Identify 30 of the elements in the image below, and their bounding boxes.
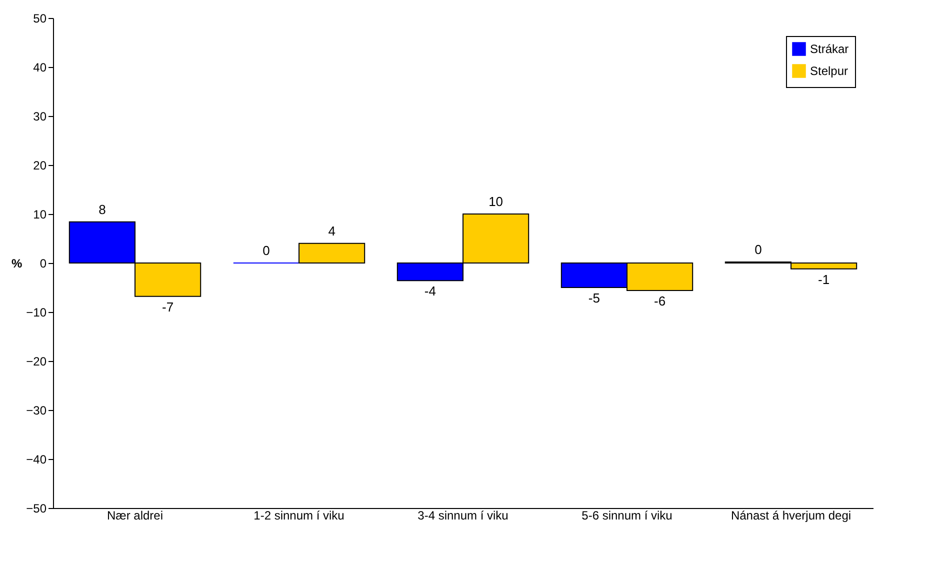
y-tick-label: 20 xyxy=(33,158,47,172)
y-tick-label: −20 xyxy=(26,354,47,368)
data-label: -6 xyxy=(654,293,666,308)
y-tick-label: 0 xyxy=(40,256,47,270)
legend-label: Stelpur xyxy=(810,64,848,78)
data-label: -7 xyxy=(162,299,174,314)
x-tick-label: 3-4 sinnum í viku xyxy=(418,508,508,522)
x-tick-label: Nánast á hverjum degi xyxy=(730,508,852,522)
y-tick-label: −40 xyxy=(26,452,47,466)
data-label: 10 xyxy=(488,194,504,209)
data-label: 0 xyxy=(754,242,762,258)
x-tick-label: 5-6 sinnum í viku xyxy=(582,508,672,522)
y-tick-label: 30 xyxy=(33,110,47,124)
legend-label: Strákar xyxy=(810,42,849,56)
data-label: -5 xyxy=(588,290,600,306)
x-tick-label: 1-2 sinnum í viku xyxy=(254,508,344,522)
data-label: -1 xyxy=(818,272,830,287)
data-label: 0 xyxy=(262,243,270,258)
y-tick-label: 10 xyxy=(33,208,47,222)
bar xyxy=(298,242,366,264)
y-tick-label: −30 xyxy=(26,404,47,418)
y-tick-label: 50 xyxy=(33,12,47,26)
y-tick-label: 40 xyxy=(33,60,47,74)
y-axis-title: % xyxy=(11,256,22,270)
data-label: 8 xyxy=(98,202,106,217)
y-tick-label: −10 xyxy=(26,306,47,320)
y-tick-label: −50 xyxy=(26,502,47,516)
x-tick-label: Nær aldrei xyxy=(106,508,164,522)
data-label: 4 xyxy=(328,223,336,238)
data-label: -4 xyxy=(424,284,436,299)
